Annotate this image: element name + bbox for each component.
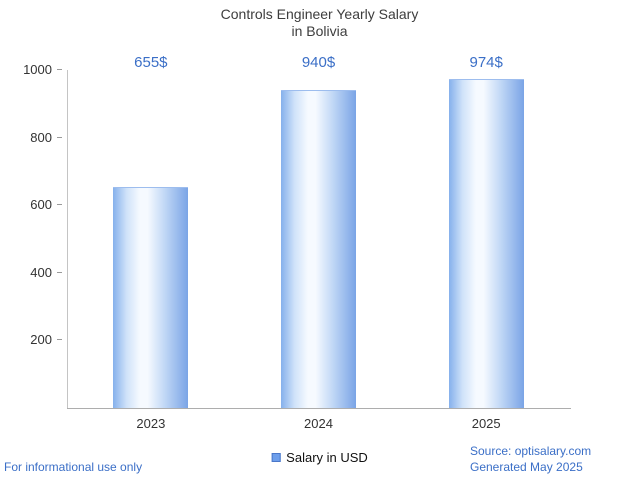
y-tick-mark — [57, 271, 62, 273]
x-tick-label: 2025 — [471, 416, 501, 431]
legend-swatch-icon — [271, 453, 281, 462]
y-tick-mark — [57, 339, 62, 341]
bar — [113, 186, 189, 408]
value-label: 655$ — [134, 54, 168, 71]
disclaimer-text: For informational use only — [4, 460, 143, 474]
bar — [448, 78, 524, 408]
value-labels-row: 655$ 940$ 974$ — [67, 54, 570, 72]
y-tick-label: 800 — [30, 129, 52, 145]
y-tick-label: 200 — [30, 332, 52, 348]
bars-row — [67, 70, 570, 408]
y-tick-mark — [57, 69, 62, 70]
value-label: 974$ — [469, 54, 503, 71]
bar-cell — [67, 70, 235, 408]
legend-label: Salary in USD — [286, 450, 368, 465]
x-axis-line — [67, 408, 571, 409]
x-tick-label: 2024 — [304, 416, 333, 431]
bar-cell — [235, 70, 403, 408]
bar — [281, 90, 356, 408]
y-tick-label: 1000 — [23, 62, 52, 77]
footer-source-block: Source: optisalary.com Generated May 202… — [470, 443, 591, 475]
generated-date: Generated May 2025 — [470, 460, 583, 474]
chart-title-line2: in Bolivia — [291, 23, 348, 39]
source-link[interactable]: Source: optisalary.com — [470, 444, 592, 458]
bar-cell — [402, 70, 570, 408]
value-label: 940$ — [301, 54, 336, 71]
chart-title: Controls Engineer Yearly Salary in Boliv… — [0, 6, 639, 40]
y-tick-mark — [57, 136, 62, 138]
y-tick-mark — [57, 204, 62, 206]
y-tick-label: 400 — [30, 264, 52, 280]
y-axis-line — [67, 70, 68, 408]
y-tick-label: 600 — [30, 197, 52, 213]
x-labels-row: 2023 2024 2025 — [67, 416, 570, 432]
legend-item[interactable]: Salary in USD — [271, 450, 368, 465]
chart-title-line1: Controls Engineer Yearly Salary — [220, 6, 419, 22]
y-axis: 200 400 600 800 1000 — [0, 63, 62, 408]
x-tick-label: 2023 — [136, 416, 166, 431]
